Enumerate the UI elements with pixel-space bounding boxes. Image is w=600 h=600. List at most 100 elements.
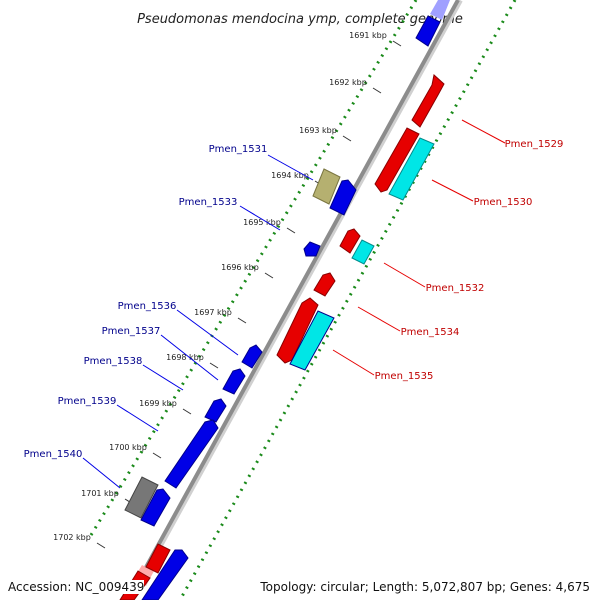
gene-label[interactable]: Pmen_1529 [505, 139, 564, 150]
callout-pmen-1534: Pmen_1534 [357, 306, 460, 338]
callout-line [431, 179, 474, 202]
callout-pmen-1533: Pmen_1533 [179, 197, 281, 231]
callout-pmen-1537: Pmen_1537 [102, 326, 219, 381]
kbp-tick: 1702 kbp [53, 533, 106, 549]
callout-line [267, 154, 314, 181]
kbp-tick-label: 1700 kbp [109, 443, 147, 452]
kbp-tick-mark [392, 40, 402, 47]
gene-red-near-1532[interactable] [339, 228, 361, 254]
callout-line [357, 306, 401, 332]
kbp-tick-mark [372, 87, 382, 94]
gene-label[interactable]: Pmen_1537 [102, 326, 161, 337]
kbp-tick-label: 1696 kbp [221, 263, 259, 272]
gene-label[interactable]: Pmen_1539 [58, 396, 117, 407]
gene-pmen-1531[interactable] [312, 168, 341, 205]
forward-gene-callouts: Pmen_1529 Pmen_1530 Pmen_1532 Pmen_1534 Pmen… [332, 119, 564, 382]
inner-dotted-guide [86, 0, 418, 541]
callout-pmen-1531: Pmen_1531 [209, 144, 314, 181]
callout-line [383, 262, 426, 288]
gene-label[interactable]: Pmen_1540 [24, 449, 83, 460]
kbp-tick-label: 1691 kbp [349, 31, 387, 40]
topology-text: Topology: circular; Length: 5,072,807 bp… [260, 580, 590, 594]
gene-pmen-1535[interactable] [289, 310, 335, 371]
gene-pmen-1529[interactable] [411, 74, 445, 128]
backbone [126, 0, 463, 600]
callout-line [332, 349, 375, 376]
callout-pmen-1532: Pmen_1532 [383, 262, 485, 294]
kbp-tick: 1696 kbp [221, 263, 274, 279]
map-title: Pseudomonas mendocina ymp, complete geno… [137, 12, 463, 27]
gene-pmen-1540[interactable] [124, 476, 159, 519]
gene-pmen-1534[interactable] [313, 272, 336, 297]
gene-pmen-1533[interactable] [303, 241, 321, 257]
gene-top-lavender [430, 0, 450, 20]
callout-pmen-1530: Pmen_1530 [431, 179, 533, 208]
kbp-tick-label: 1694 kbp [271, 171, 309, 180]
gene-top-blue[interactable] [415, 15, 441, 47]
kbp-tick-label: 1695 kbp [243, 218, 281, 227]
gene-label[interactable]: Pmen_1536 [118, 301, 177, 312]
callout-pmen-1536: Pmen_1536 [118, 301, 239, 356]
kbp-tick-label: 1702 kbp [53, 533, 91, 542]
kbp-tick: 1701 kbp [81, 489, 134, 505]
kbp-tick: 1695 kbp [243, 218, 296, 234]
kbp-ticks: 1691 kbp 1692 kbp 1693 kbp 1694 kbp 1695 kbp… [53, 31, 402, 549]
kbp-tick-mark [96, 542, 106, 549]
kbp-tick-label: 1701 kbp [81, 489, 119, 498]
kbp-tick-mark [182, 408, 192, 415]
gene-label[interactable]: Pmen_1531 [209, 144, 268, 155]
accession-text: Accession: NC_009439 [8, 580, 145, 594]
kbp-tick-label: 1693 kbp [299, 126, 337, 135]
reverse-strand-genes [124, 0, 450, 600]
kbp-tick-label: 1697 kbp [194, 308, 232, 317]
gene-red-near-1530[interactable] [374, 127, 420, 193]
gene-pmen-1536[interactable] [241, 344, 263, 369]
gene-pmen-1532[interactable] [351, 239, 375, 265]
callout-line [461, 119, 506, 144]
gene-red-large-1535[interactable] [276, 297, 319, 364]
kbp-tick-mark [209, 362, 219, 369]
kbp-tick: 1700 kbp [109, 443, 162, 459]
kbp-tick: 1691 kbp [349, 31, 402, 47]
gene-label[interactable]: Pmen_1538 [84, 356, 143, 367]
kbp-tick-label: 1698 kbp [166, 353, 204, 362]
kbp-tick: 1697 kbp [194, 308, 247, 324]
callout-line [176, 309, 239, 356]
reverse-gene-callouts: Pmen_1531 Pmen_1533 Pmen_1536 Pmen_1537 Pmen… [24, 144, 314, 489]
gene-label[interactable]: Pmen_1533 [179, 197, 238, 208]
callout-pmen-1539: Pmen_1539 [58, 396, 159, 432]
gene-bottom-red-1[interactable] [145, 543, 171, 574]
kbp-tick-mark [264, 272, 274, 279]
green-dotted-guides [86, 0, 517, 600]
outer-dotted-guide [178, 0, 517, 600]
callout-line [160, 334, 219, 381]
gene-pmen-1537[interactable] [222, 368, 246, 395]
callout-pmen-1529: Pmen_1529 [461, 119, 564, 150]
kbp-tick-label: 1699 kbp [139, 399, 177, 408]
gene-label[interactable]: Pmen_1534 [401, 327, 460, 338]
gene-blue-near-1531[interactable] [329, 179, 357, 216]
kbp-tick-mark [237, 317, 247, 324]
kbp-tick: 1698 kbp [166, 353, 219, 369]
kbp-tick: 1694 kbp [271, 171, 324, 187]
kbp-tick-label: 1692 kbp [329, 78, 367, 87]
kbp-tick-mark [152, 452, 162, 459]
kbp-tick: 1693 kbp [299, 126, 352, 142]
gene-bottom-blue[interactable] [141, 549, 189, 600]
gene-pmen-1538[interactable] [204, 398, 227, 423]
kbp-tick: 1699 kbp [139, 399, 192, 415]
callout-pmen-1538: Pmen_1538 [84, 356, 184, 391]
callout-line [239, 205, 281, 231]
gene-pmen-1539[interactable] [164, 419, 219, 489]
gene-label[interactable]: Pmen_1530 [474, 197, 533, 208]
kbp-tick-mark [286, 227, 296, 234]
gene-label[interactable]: Pmen_1535 [375, 371, 434, 382]
kbp-tick: 1692 kbp [329, 78, 382, 94]
gene-label[interactable]: Pmen_1532 [426, 283, 485, 294]
gene-pmen-1530[interactable] [388, 137, 435, 201]
gene-blue-near-1540[interactable] [140, 488, 171, 527]
callout-line [116, 404, 159, 432]
kbp-tick-mark [342, 135, 352, 142]
callout-line [142, 364, 184, 391]
